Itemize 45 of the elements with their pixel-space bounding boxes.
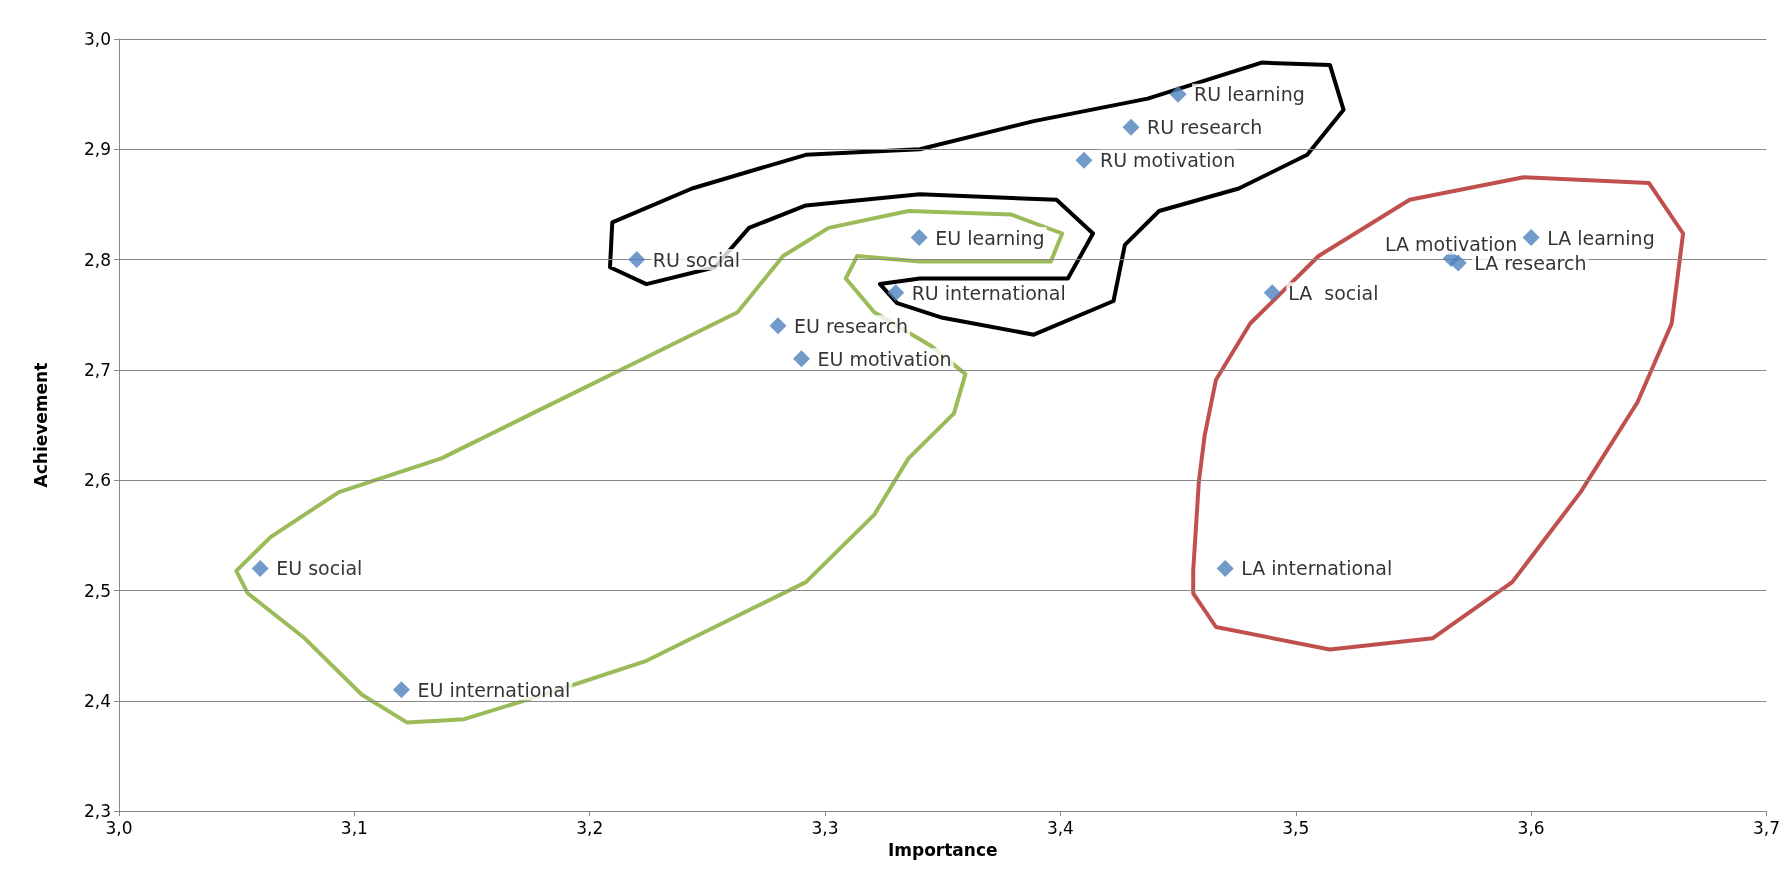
point	[628, 251, 646, 269]
annotation: EU social	[276, 557, 363, 580]
annotation: LA motivation	[1385, 233, 1518, 255]
point	[392, 681, 410, 699]
x-axis-title: Importance	[887, 839, 998, 860]
x-tick-label: 3,3	[811, 817, 839, 838]
point	[887, 284, 905, 302]
annotation: RU motivation	[1099, 149, 1236, 172]
point	[1169, 85, 1187, 103]
x-tick-label: 3,7	[1752, 817, 1781, 838]
point	[1522, 229, 1540, 247]
point	[1122, 118, 1140, 136]
point	[793, 350, 811, 368]
y-axis-title: Achievement	[30, 362, 51, 488]
y-tick-label: 2,4	[83, 690, 111, 711]
x-tick-label: 3,5	[1282, 817, 1310, 838]
point	[1216, 559, 1234, 577]
annotation: EU motivation	[817, 347, 952, 370]
x-tick-label: 3,2	[576, 817, 604, 838]
point	[251, 559, 269, 577]
annotation: RU research	[1147, 116, 1263, 139]
point	[769, 317, 787, 335]
x-tick-label: 3,1	[340, 817, 368, 838]
annotation: RU learning	[1194, 83, 1305, 106]
x-tick-label: 3,6	[1517, 817, 1545, 838]
annotation: EU learning	[935, 226, 1045, 249]
annotation: EU international	[417, 678, 571, 701]
y-tick-label: 2,5	[83, 580, 111, 601]
y-tick-label: 2,7	[83, 359, 111, 380]
annotation: RU international	[911, 281, 1066, 304]
y-tick-label: 2,6	[83, 470, 111, 491]
annotation: LA international	[1241, 557, 1393, 580]
point	[910, 229, 928, 247]
point	[1263, 284, 1281, 302]
point	[1075, 151, 1093, 169]
y-tick-label: 2,9	[83, 139, 111, 160]
y-tick-label: 2,8	[83, 249, 111, 270]
annotation: LA research	[1474, 251, 1587, 274]
point	[1449, 254, 1467, 272]
x-tick-label: 3,4	[1046, 817, 1074, 838]
annotation: LA social	[1288, 281, 1379, 304]
annotation: LA learning	[1547, 226, 1655, 249]
y-tick-label: 3,0	[83, 29, 111, 49]
annotation: RU social	[652, 248, 741, 271]
annotation: EU research	[793, 314, 909, 337]
